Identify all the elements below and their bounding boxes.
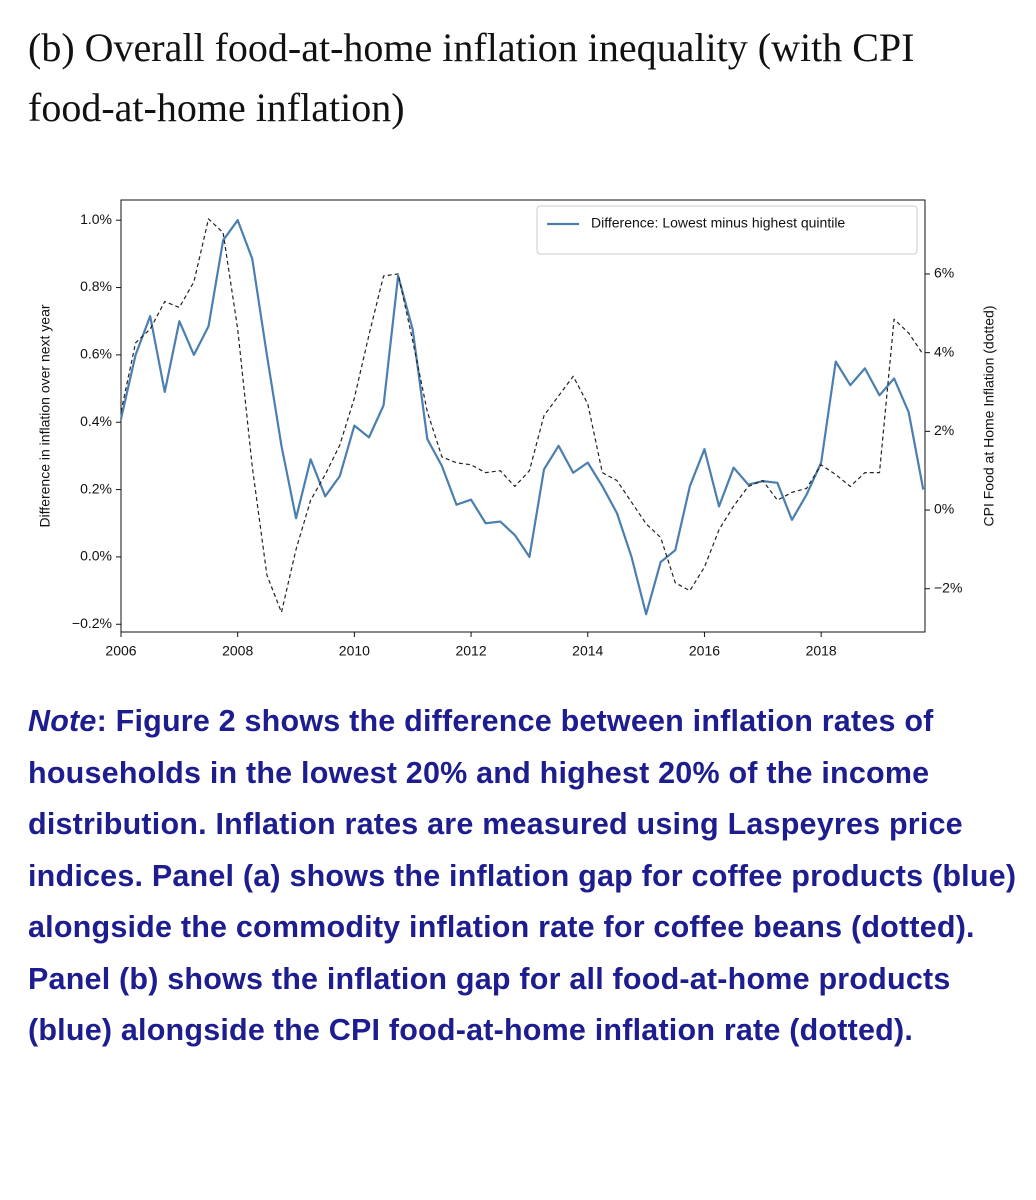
y-tick-label: 1.0% [80, 211, 112, 227]
y2-tick-label: 0% [934, 501, 954, 517]
note-text: : Figure 2 shows the difference between … [28, 704, 1017, 1047]
y2-axis-label: CPI Food at Home Inflation (dotted) [981, 306, 997, 527]
x-tick-label: 2006 [105, 643, 136, 659]
legend-label: Difference: Lowest minus highest quintil… [591, 215, 845, 231]
x-tick-label: 2016 [689, 643, 720, 659]
y-tick-label: 0.2% [80, 480, 112, 496]
y2-tick-label: −2% [934, 579, 962, 595]
chart: Difference in inflation over next year C… [37, 199, 997, 659]
x-tick-label: 2018 [806, 643, 837, 659]
chart-title: (b) Overall food-at-home inflation inequ… [28, 25, 915, 130]
y-tick-label: −0.2% [72, 615, 112, 631]
y2-tick-label: 6% [934, 265, 954, 281]
x-tick-label: 2014 [572, 643, 603, 659]
x-tick-label: 2010 [339, 643, 370, 659]
note-lead: Note [28, 704, 97, 738]
y2-tick-label: 4% [934, 343, 954, 359]
plot-frame [120, 199, 926, 633]
x-tick-label: 2008 [222, 643, 253, 659]
note: Note: Figure 2 shows the difference betw… [28, 696, 1018, 1057]
y-tick-label: 0.0% [80, 548, 112, 564]
legend-box [536, 205, 918, 255]
data-line [119, 219, 925, 616]
y-axis-label: Difference in inflation over next year [37, 304, 53, 527]
data-line [120, 218, 924, 613]
x-tick-label: 2012 [455, 643, 486, 659]
y-tick-label: 0.6% [80, 346, 112, 362]
y-tick-label: 0.8% [80, 278, 112, 294]
y2-tick-label: 2% [934, 422, 954, 438]
y-tick-label: 0.4% [80, 413, 112, 429]
